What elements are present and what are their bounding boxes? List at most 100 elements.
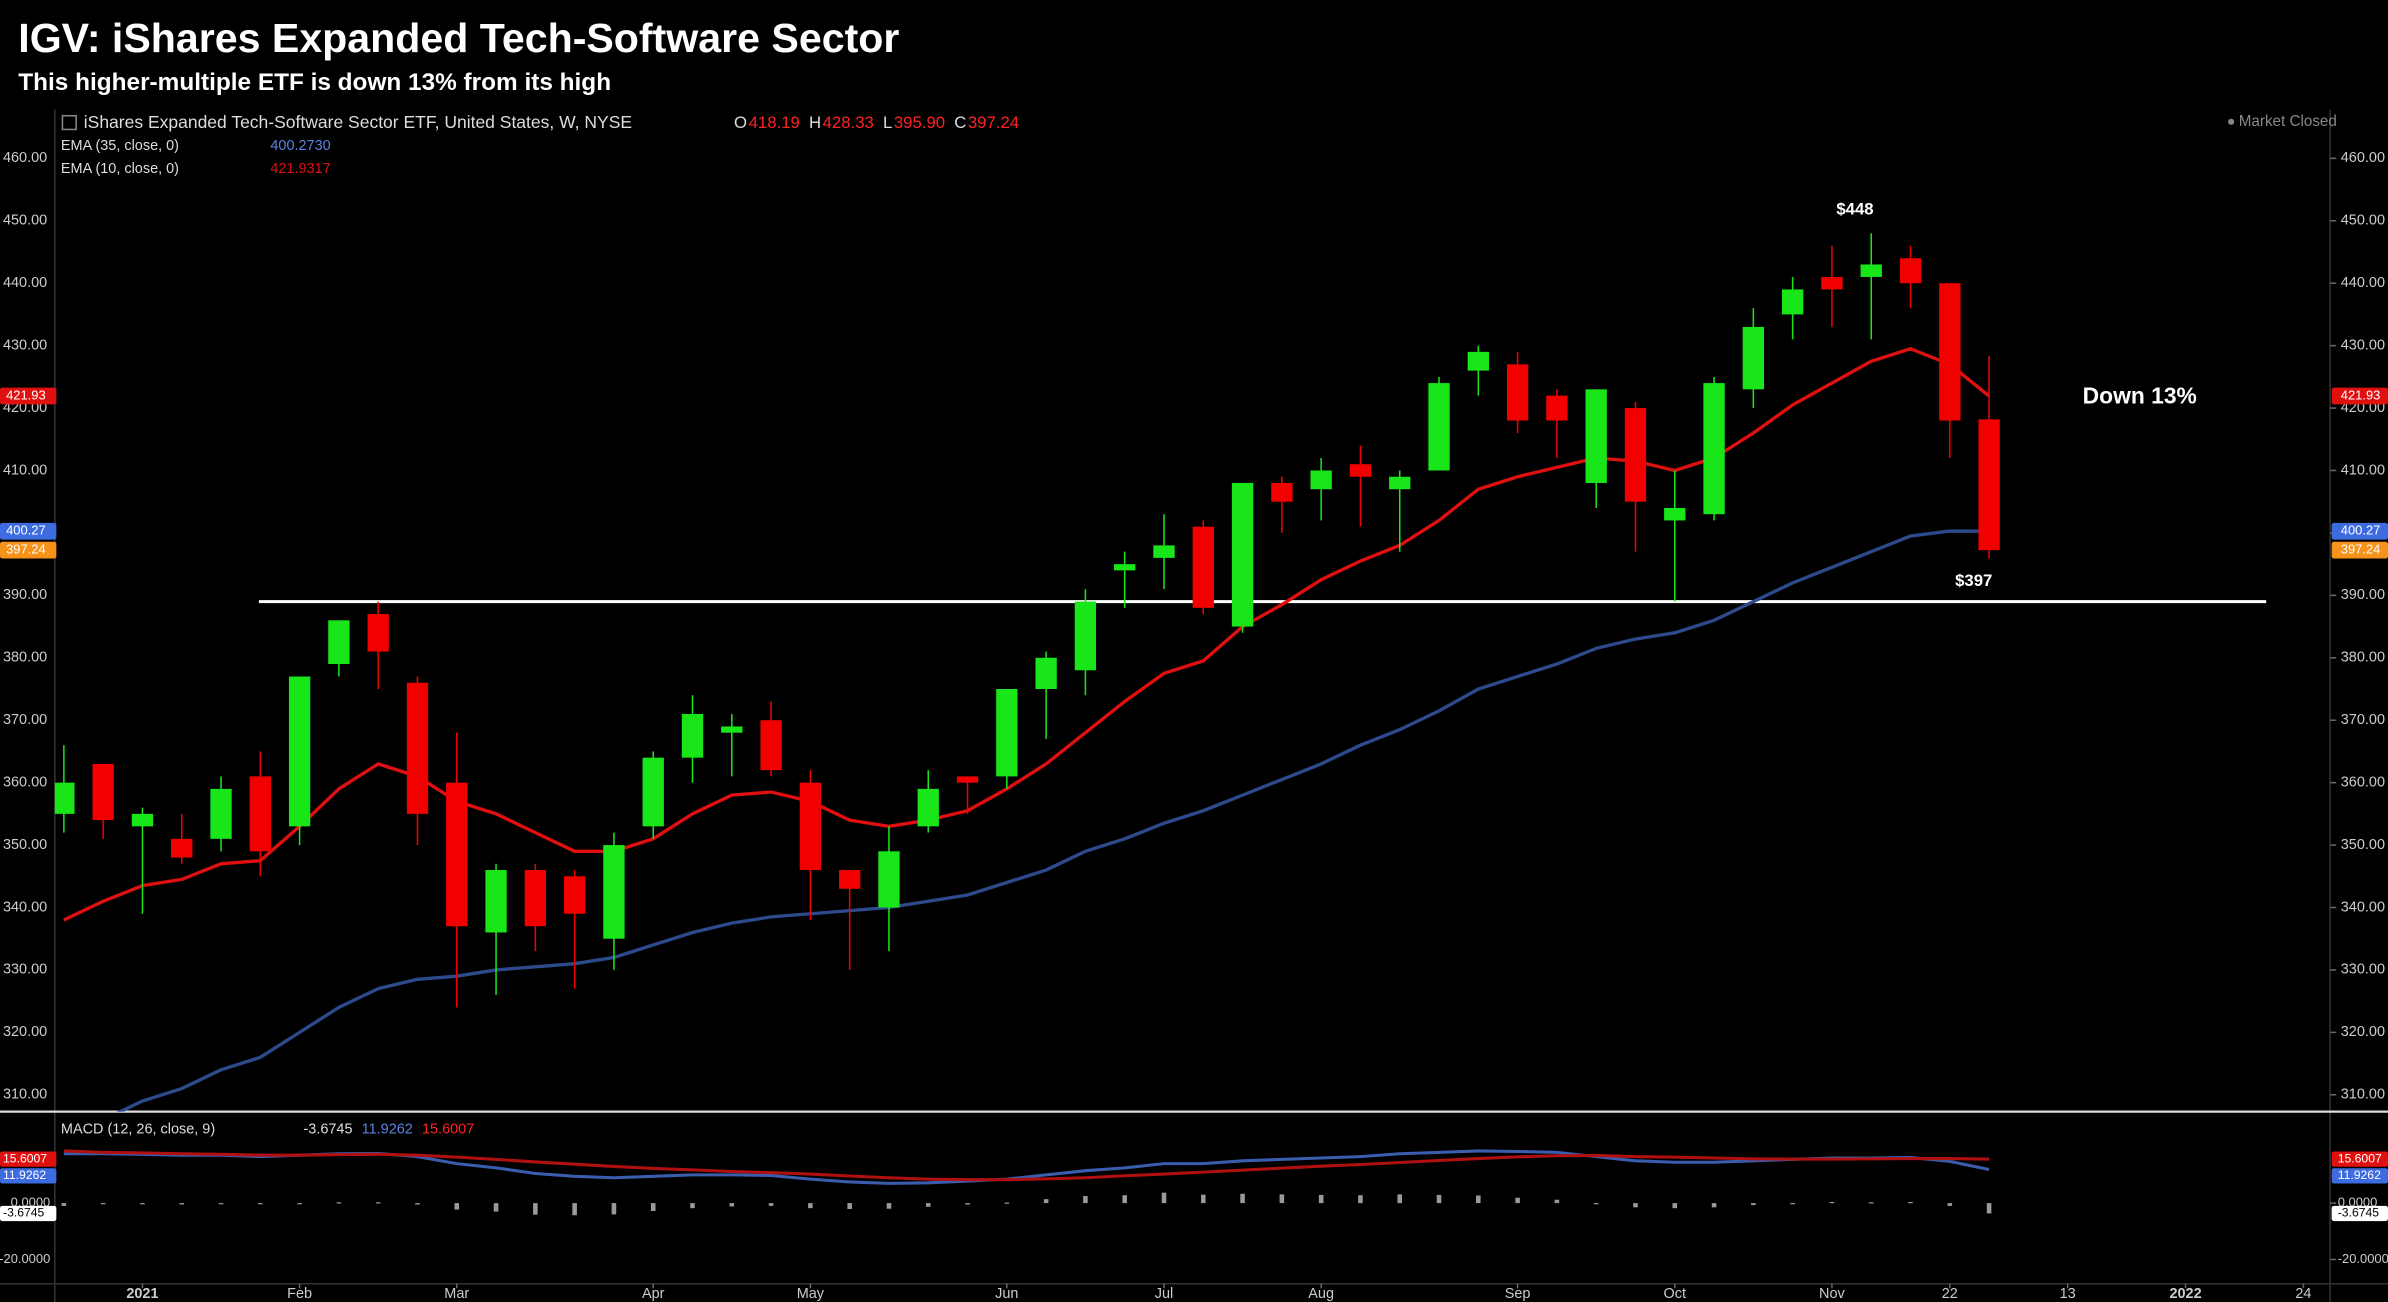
price-tag <box>0 541 57 559</box>
legend-name: EMA (10, close, 0) <box>61 161 179 177</box>
histogram-bar <box>1200 1194 1206 1204</box>
y-tick-label: 340.00 <box>3 899 47 915</box>
indicator-tag-label: 11.9262 <box>3 1168 46 1182</box>
y-tick-label: 440.00 <box>3 275 47 291</box>
candle-body <box>1978 419 2000 551</box>
y-tick-label: 330.00 <box>2341 962 2385 978</box>
chart-subtitle: This higher-multiple ETF is down 13% fro… <box>18 69 611 96</box>
indicator-tag <box>2331 1205 2388 1222</box>
candle-body <box>524 870 547 927</box>
y-tick-label: 370.00 <box>2341 712 2385 728</box>
candle-body <box>642 757 664 827</box>
readout-key: C <box>954 113 966 132</box>
price-tag-label: 397.24 <box>2341 542 2381 557</box>
indicator-tag-label: -3.6745 <box>3 1206 45 1220</box>
histogram-bar <box>1868 1202 1874 1204</box>
histogram-bar <box>61 1203 67 1206</box>
candle-body <box>917 788 939 827</box>
histogram-bar <box>1397 1194 1403 1204</box>
y-tick-label: 410.00 <box>3 462 47 478</box>
x-tick-label: Oct <box>1664 1286 1686 1302</box>
y-tick-label: 320.00 <box>3 1024 47 1040</box>
y-tick-label: 350.00 <box>2341 837 2385 853</box>
candle-body <box>54 782 75 814</box>
candle-body <box>1153 545 1175 558</box>
histogram-bar <box>1004 1202 1010 1204</box>
histogram-bar <box>1633 1203 1638 1208</box>
indicator-tag-label: -3.6745 <box>2338 1206 2380 1220</box>
histogram-bar <box>1476 1195 1481 1204</box>
histogram-bar <box>1436 1194 1442 1204</box>
readout-value: 428.33 <box>823 113 874 132</box>
chart-title: IGV: iShares Expanded Tech-Software Sect… <box>18 15 899 61</box>
histogram-bar <box>1790 1203 1795 1205</box>
indicator-name: MACD (12, 26, close, 9) <box>61 1122 215 1138</box>
histogram-bar <box>965 1203 970 1205</box>
histogram-bar <box>1318 1194 1324 1204</box>
candle-body <box>563 876 586 914</box>
histogram-bar <box>768 1203 774 1206</box>
histogram-bar <box>650 1203 656 1211</box>
candle-body <box>1467 351 1489 371</box>
x-tick-label: Jul <box>1155 1286 1173 1302</box>
histogram-bar <box>533 1203 538 1215</box>
histogram-bar <box>886 1203 892 1209</box>
annotation: $397 <box>1955 571 1992 590</box>
candle-body <box>956 776 979 783</box>
x-tick-label: Mar <box>444 1286 469 1302</box>
x-tick-label: Apr <box>642 1286 665 1302</box>
candle-body <box>1664 507 1686 521</box>
candle-body <box>799 782 822 871</box>
candle-body <box>1899 258 1922 284</box>
histogram-bar <box>297 1203 302 1205</box>
indicator-tag <box>0 1151 57 1167</box>
overlay-layer: O 418.19 H 428.33 L 395.90 C 397.24 Market Close… <box>0 113 2388 1302</box>
y-tick-label: 360.00 <box>3 774 47 790</box>
candle-body <box>1428 383 1450 471</box>
histogram-bar <box>925 1203 931 1207</box>
price-tag <box>0 522 57 540</box>
x-tick-label: 22 <box>1942 1286 1958 1302</box>
y-tick-label: 460.00 <box>3 150 47 166</box>
y-tick-label: 340.00 <box>2341 899 2385 915</box>
y-tick-label: 430.00 <box>3 337 47 353</box>
indicator-tag <box>2331 1168 2388 1184</box>
instrument-label: iShares Expanded Tech-Software Sector ET… <box>84 112 632 132</box>
candle-body <box>131 813 154 827</box>
histogram-bar <box>1554 1199 1560 1204</box>
y-tick-label: 310.00 <box>3 1087 47 1103</box>
readout-key: O <box>734 113 747 132</box>
histogram-bar <box>611 1203 617 1215</box>
ema-line <box>63 346 1991 922</box>
indicator-tag <box>0 1168 57 1184</box>
annotation: Down 13% <box>2083 382 2197 408</box>
x-tick-label: 2021 <box>126 1286 158 1302</box>
collapse-icon[interactable] <box>61 114 77 131</box>
indicator-tag-label: 15.6007 <box>3 1151 47 1165</box>
histogram-bar <box>1711 1203 1717 1208</box>
candle-body <box>1821 276 1843 290</box>
histogram-bar <box>1947 1203 1953 1206</box>
legend-value: 400.2730 <box>270 138 330 154</box>
candle-body <box>1271 482 1293 502</box>
histogram-bar <box>1122 1195 1127 1204</box>
readout-key: L <box>883 113 892 132</box>
y-tick-label: 350.00 <box>3 837 47 853</box>
indicator-value: 15.6007 <box>422 1122 474 1138</box>
indicator-tag <box>0 1205 57 1222</box>
candle-body <box>1585 389 1607 483</box>
histogram-bar <box>140 1203 145 1205</box>
price-tag <box>2331 522 2388 540</box>
candle-body <box>1860 264 1882 277</box>
x-tick-label: Nov <box>1819 1286 1845 1302</box>
candle-body <box>603 845 625 939</box>
indicator-value: -3.6745 <box>303 1122 352 1138</box>
readout-value: 395.90 <box>894 113 945 132</box>
price-tag-label: 400.27 <box>6 523 46 538</box>
y-tick-label: 320.00 <box>2341 1024 2385 1040</box>
histogram-bar <box>100 1203 106 1205</box>
candle-body <box>1389 476 1411 490</box>
price-tag-label: 400.27 <box>2341 523 2381 538</box>
y-tick-label: 380.00 <box>3 650 47 666</box>
